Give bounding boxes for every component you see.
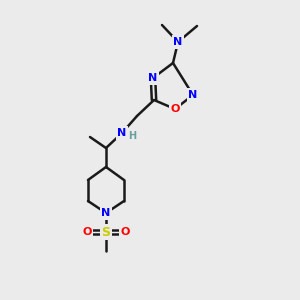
- Text: N: N: [148, 73, 158, 83]
- Text: H: H: [128, 131, 136, 141]
- Text: N: N: [173, 37, 183, 47]
- Text: O: O: [170, 104, 180, 114]
- Text: N: N: [188, 90, 198, 100]
- Text: N: N: [117, 128, 127, 138]
- Text: O: O: [120, 227, 130, 237]
- Text: N: N: [101, 208, 111, 218]
- Text: O: O: [82, 227, 92, 237]
- Text: S: S: [101, 226, 110, 238]
